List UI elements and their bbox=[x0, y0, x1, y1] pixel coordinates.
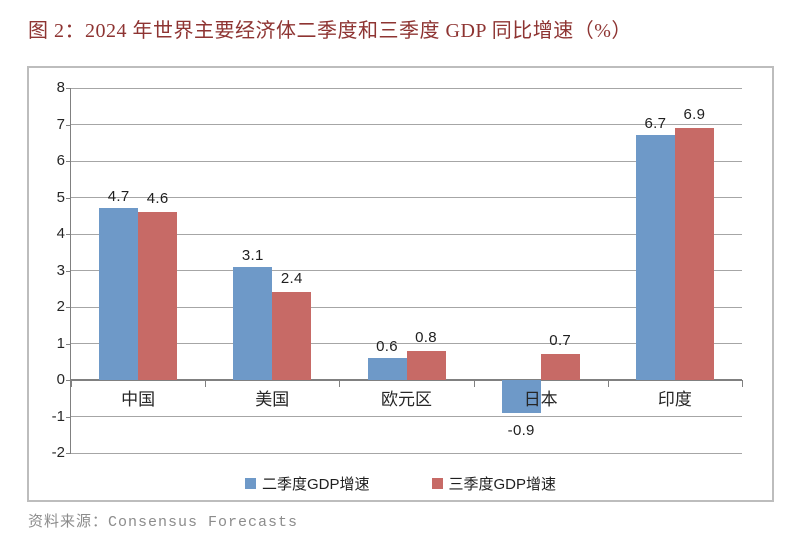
gridline bbox=[71, 87, 742, 89]
gridline bbox=[71, 233, 742, 235]
gridline bbox=[71, 306, 742, 308]
bar bbox=[501, 380, 541, 413]
plot-area: 8 7 6 5 4 3 2 1 0 -1 -2 4.7 3.1 0.6 -0.9 6.7 4.6 2.4 0.8 0.… bbox=[29, 68, 772, 500]
y-tick-label: 0 bbox=[56, 371, 65, 388]
gdp-bar-chart: 8 7 6 5 4 3 2 1 0 -1 -2 4.7 3.1 0.6 -0.9 6.7 4.6 2.4 0.8 0.… bbox=[27, 66, 774, 502]
legend-label: 三季度GDP增速 bbox=[448, 475, 557, 493]
category-label: 欧元区 bbox=[381, 390, 432, 409]
bar bbox=[272, 292, 312, 380]
y-tick-label: -2 bbox=[51, 444, 65, 461]
category-tick-mark bbox=[71, 380, 72, 387]
gridline bbox=[71, 452, 742, 454]
y-tick-label: 2 bbox=[56, 298, 65, 315]
bar-value-label: -0.9 bbox=[507, 421, 535, 439]
legend-swatch bbox=[431, 477, 443, 489]
category-label: 中国 bbox=[121, 390, 156, 409]
bar-value-label: 4.7 bbox=[107, 188, 130, 206]
zero-axis-line bbox=[71, 379, 742, 381]
gridline bbox=[71, 416, 742, 417]
legend-label: 二季度GDP增速 bbox=[261, 475, 370, 493]
gridline bbox=[71, 343, 742, 344]
category-tick-mark bbox=[607, 380, 609, 387]
category-label: 日本 bbox=[523, 390, 558, 409]
y-tick-mark bbox=[66, 234, 71, 235]
bar bbox=[99, 208, 139, 380]
chart-legend: 二季度GDP增速 三季度GDP增速 bbox=[29, 471, 772, 495]
y-tick-mark bbox=[66, 307, 71, 308]
legend-item: 二季度GDP增速 bbox=[244, 473, 370, 494]
legend-item: 三季度GDP增速 bbox=[431, 473, 557, 494]
y-tick-mark bbox=[66, 380, 71, 381]
y-tick-label: 8 bbox=[56, 79, 65, 96]
y-tick-mark bbox=[66, 124, 71, 126]
category-tick-mark bbox=[339, 380, 341, 387]
bar-value-label: 6.7 bbox=[644, 115, 667, 133]
category-tick-mark bbox=[205, 380, 207, 387]
bar bbox=[540, 354, 580, 380]
y-axis-line bbox=[70, 88, 71, 453]
y-tick-label: 6 bbox=[56, 152, 65, 169]
category-label: 美国 bbox=[255, 390, 290, 409]
bar bbox=[138, 212, 178, 380]
source-note: 资料来源：Consensus Forecasts bbox=[28, 514, 299, 531]
bar bbox=[635, 135, 675, 380]
y-tick-mark bbox=[66, 416, 71, 418]
bar-value-label: 6.9 bbox=[683, 106, 706, 124]
category-tick-mark bbox=[473, 380, 475, 387]
y-tick-mark bbox=[66, 270, 71, 272]
legend-swatch bbox=[244, 477, 256, 489]
gridline bbox=[71, 160, 742, 162]
y-tick-label: 4 bbox=[56, 225, 65, 242]
bar-value-label: 0.7 bbox=[549, 332, 572, 350]
gridline bbox=[71, 197, 742, 198]
gridline bbox=[71, 270, 742, 271]
y-tick-label: -1 bbox=[51, 407, 65, 425]
y-tick-label: 1 bbox=[56, 334, 65, 352]
y-tick-label: 7 bbox=[56, 115, 65, 133]
y-tick-label: 3 bbox=[56, 261, 65, 279]
bar bbox=[233, 266, 273, 380]
y-tick-mark bbox=[66, 88, 71, 89]
figure-title: 图 2：2024 年世界主要经济体二季度和三季度 GDP 同比增速（%） bbox=[28, 20, 632, 42]
category-tick-mark bbox=[742, 380, 743, 387]
y-tick-mark bbox=[66, 161, 71, 162]
bar-value-label: 4.6 bbox=[146, 190, 169, 208]
bar bbox=[406, 350, 446, 380]
category-label: 印度 bbox=[657, 390, 692, 409]
y-tick-label: 5 bbox=[56, 188, 65, 206]
bar bbox=[367, 358, 407, 380]
bar-value-label: 0.6 bbox=[376, 338, 398, 356]
bar-value-label: 0.8 bbox=[415, 328, 437, 346]
y-tick-mark bbox=[66, 197, 71, 199]
y-tick-mark bbox=[66, 453, 71, 454]
y-tick-mark bbox=[66, 343, 71, 345]
gridline bbox=[71, 124, 742, 125]
bar-value-label: 3.1 bbox=[241, 246, 264, 264]
bar bbox=[674, 128, 714, 380]
bar-value-label: 2.4 bbox=[280, 270, 303, 288]
